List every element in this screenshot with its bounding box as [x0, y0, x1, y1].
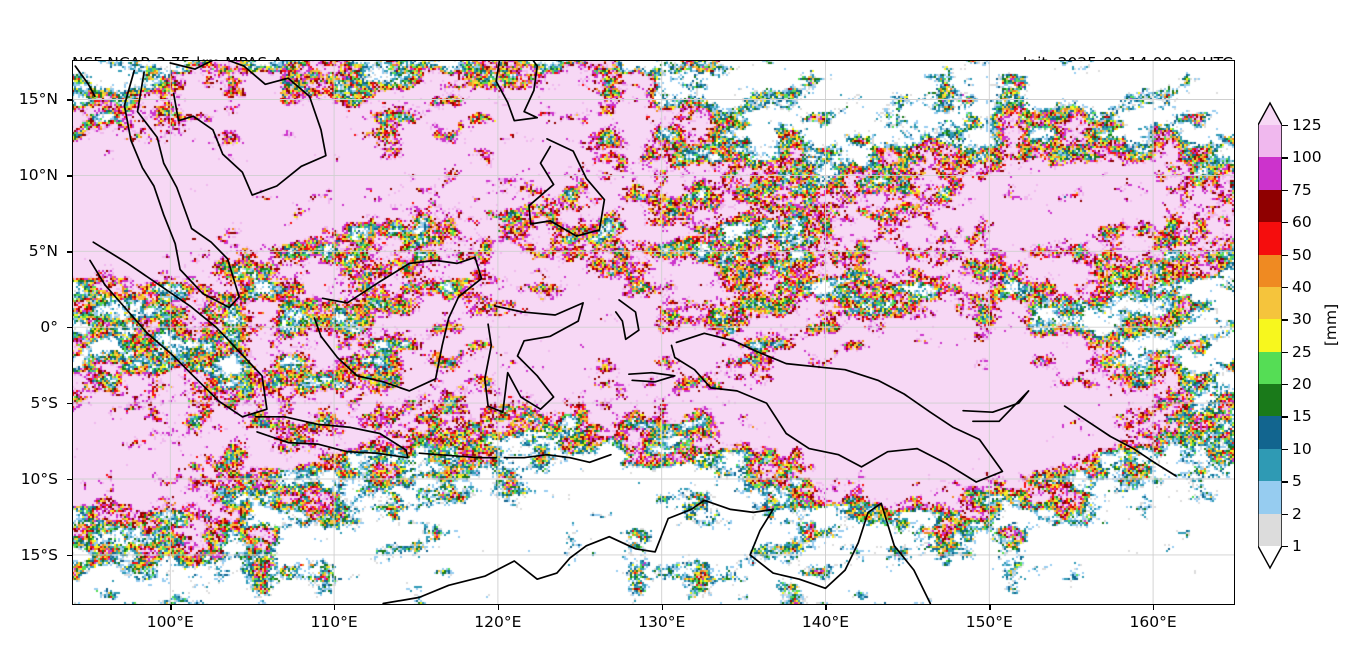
- x-tick-label: 100°E: [146, 613, 194, 631]
- y-tick-label: 0°: [40, 318, 58, 337]
- x-tick-label: 120°E: [474, 613, 522, 631]
- x-tick: [661, 605, 663, 610]
- colorbar-segment: [1258, 222, 1282, 256]
- colorbar-tick: [1282, 319, 1288, 321]
- colorbar-tick-label: 100: [1292, 148, 1322, 167]
- colorbar-tick: [1282, 125, 1288, 127]
- y-tick-label: 5°N: [28, 242, 58, 261]
- colorbar-tick-label: 1: [1292, 537, 1302, 555]
- colorbar-tick: [1282, 157, 1288, 159]
- colorbar-segment: [1258, 319, 1282, 353]
- colorbar-segment: [1258, 254, 1282, 288]
- y-tick-label: 15°S: [20, 545, 58, 564]
- colorbar-tick-label: 125: [1292, 116, 1322, 134]
- colorbar-tick: [1282, 286, 1288, 289]
- y-tick: [67, 251, 72, 253]
- colorbar-tick: [1282, 254, 1288, 256]
- colorbar-segment: [1258, 286, 1282, 320]
- y-tick: [67, 554, 72, 557]
- y-tick-label: 5°S: [30, 394, 58, 413]
- y-tick: [67, 478, 72, 481]
- colorbar-tick-label: 5: [1292, 472, 1302, 491]
- colorbar-tick-label: 40: [1292, 277, 1312, 296]
- x-tick: [334, 605, 336, 610]
- x-tick-label: 130°E: [638, 613, 686, 631]
- colorbar-tick: [1282, 513, 1288, 515]
- colorbar-tick-label: 30: [1292, 310, 1312, 329]
- colorbar-tick: [1282, 481, 1288, 483]
- colorbar-tick-label: 15: [1292, 407, 1312, 426]
- colorbar-tick: [1282, 546, 1288, 548]
- colorbar-tick-label: 50: [1292, 245, 1312, 264]
- colorbar-tick-label: 25: [1292, 342, 1312, 361]
- colorbar-unit-label: [mm]: [1322, 303, 1340, 347]
- x-tick: [170, 605, 172, 610]
- x-tick-label: 110°E: [310, 613, 358, 631]
- x-tick: [497, 605, 500, 610]
- precipitation-raster: [72, 60, 1235, 605]
- colorbar-segment: [1258, 481, 1282, 515]
- colorbar-tick: [1282, 189, 1288, 192]
- colorbar-gradient: [1258, 125, 1282, 546]
- colorbar-tick-label: 20: [1292, 375, 1312, 394]
- x-tick-label: 150°E: [965, 613, 1013, 631]
- colorbar-tick-label: 2: [1292, 504, 1302, 523]
- x-tick-label: 140°E: [801, 613, 850, 631]
- colorbar-segment: [1258, 384, 1282, 418]
- colorbar-segment: [1258, 513, 1282, 546]
- colorbar-segment: [1258, 157, 1282, 191]
- y-tick-label: 10°N: [18, 166, 58, 185]
- colorbar-tick: [1282, 448, 1288, 451]
- colorbar-segment: [1258, 125, 1282, 158]
- map-plot-area: [72, 60, 1235, 605]
- y-tick-label: 10°S: [20, 469, 58, 488]
- y-tick: [67, 403, 72, 405]
- colorbar-tick: [1282, 384, 1288, 386]
- x-tick: [825, 605, 827, 610]
- colorbar: [1258, 100, 1282, 570]
- y-tick: [67, 99, 72, 101]
- colorbar-tick-label: 75: [1292, 180, 1312, 199]
- y-tick: [67, 327, 72, 329]
- colorbar-segment: [1258, 189, 1282, 223]
- colorbar-segment: [1258, 351, 1282, 385]
- colorbar-tick: [1282, 351, 1288, 353]
- colorbar-segment: [1258, 416, 1282, 450]
- colorbar-tick: [1282, 222, 1288, 224]
- colorbar-segment: [1258, 448, 1282, 482]
- colorbar-tick-label: 10: [1292, 439, 1312, 458]
- y-tick: [67, 175, 72, 177]
- x-tick-label: 160°E: [1129, 613, 1177, 631]
- colorbar-tick: [1282, 416, 1288, 418]
- y-tick-label: 15°N: [18, 90, 58, 109]
- x-tick: [989, 605, 991, 610]
- x-tick: [1153, 605, 1155, 610]
- colorbar-tick-label: 60: [1292, 213, 1312, 232]
